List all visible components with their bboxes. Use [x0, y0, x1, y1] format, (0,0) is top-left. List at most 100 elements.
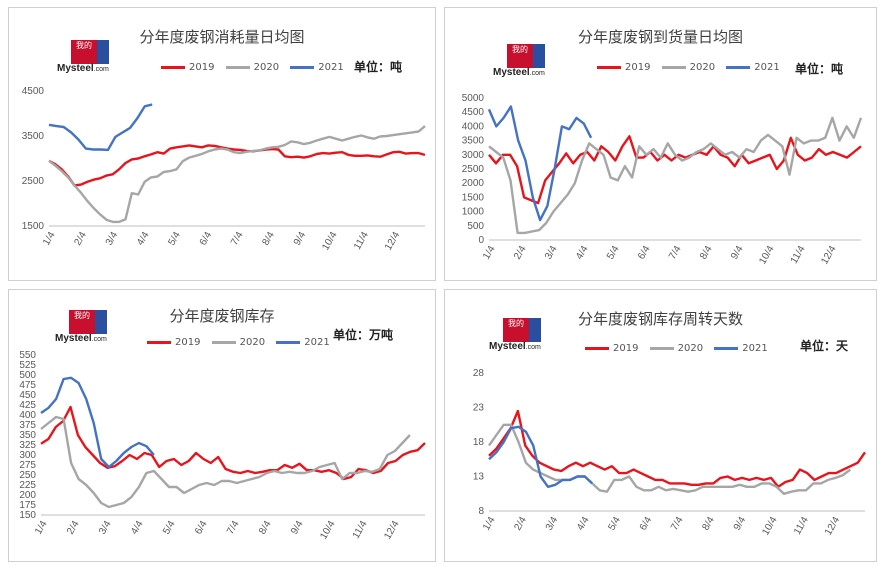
y-tick-label: 4500	[22, 86, 45, 97]
x-tick-label: 4/4	[574, 244, 591, 262]
x-tick-label: 10/4	[320, 230, 339, 253]
x-tick-label: 8/4	[700, 515, 717, 533]
x-tick-label: 10/4	[318, 519, 337, 542]
x-tick-label: 9/4	[289, 519, 306, 537]
x-tick-label: 10/4	[760, 515, 779, 538]
x-tick-label: 5/4	[166, 230, 183, 248]
unit-label: 单位：天	[800, 339, 849, 353]
legend-item-2019: 2019	[161, 62, 214, 73]
x-tick-label: 1/4	[481, 515, 498, 533]
y-tick-label: 0	[478, 235, 484, 246]
legend-item-2020: 2020	[649, 343, 703, 354]
y-tick-label: 150	[19, 510, 36, 521]
chart-panel-inventory: 分年度废钢库存 我的 Mysteel.com 2019 2020 2021 单位…	[8, 289, 436, 562]
series-line-2021	[48, 103, 153, 152]
x-tick-label: 7/4	[669, 515, 686, 533]
x-tick-label: 11/4	[351, 519, 370, 541]
x-tick-label: 6/4	[638, 515, 655, 533]
y-tick-label: 8	[478, 506, 484, 517]
y-tick-label: 3500	[22, 131, 45, 142]
y-tick-label: 3000	[462, 150, 485, 161]
series-line-2019	[488, 409, 866, 489]
legend-item-2021: 2021	[714, 343, 768, 354]
x-tick-label: 2/4	[512, 515, 529, 533]
chart-legend: 2019 2020 2021	[597, 62, 788, 73]
y-tick-label: 1500	[462, 192, 485, 203]
series-line-2021	[487, 105, 593, 222]
x-tick-label: 9/4	[729, 244, 746, 262]
y-tick-label: 200	[19, 490, 36, 501]
y-tick-label: 375	[19, 420, 36, 431]
x-tick-label: 3/4	[543, 244, 560, 262]
x-tick-label: 2/4	[65, 519, 82, 537]
y-tick-label: 1500	[22, 221, 45, 232]
x-tick-label: 3/4	[104, 230, 121, 248]
y-tick-label: 1000	[462, 207, 485, 218]
x-tick-label: 7/4	[667, 244, 684, 262]
x-tick-label: 11/4	[789, 244, 808, 266]
x-tick-label: 1/4	[41, 230, 58, 248]
y-tick-label: 350	[19, 430, 36, 441]
chart-panel-consumption: 分年度废钢消耗量日均图 我的 Mysteel.com 2019 2020 202…	[8, 7, 436, 281]
chart-title: 分年度废钢消耗量日均图	[139, 28, 305, 46]
y-tick-label: 2500	[22, 176, 45, 187]
chart-panel-arrival: 分年度废钢到货量日均图 我的 Mysteel.com 2019 2020 202…	[444, 7, 877, 281]
y-tick-label: 2000	[462, 178, 485, 189]
legend-item-2021: 2021	[290, 62, 344, 73]
y-tick-label: 500	[19, 370, 36, 381]
legend-item-2020: 2020	[225, 62, 279, 73]
y-tick-label: 475	[19, 380, 36, 391]
x-tick-label: 3/4	[97, 519, 114, 537]
chart-legend: 2019 2020 2021	[147, 337, 338, 348]
x-tick-label: 7/4	[229, 230, 246, 248]
chart-plot: 1500 2500 3500 4500 1/4 2/4 3/4 4/4 5/4 6/4 7/4 8/4…	[22, 86, 426, 253]
y-tick-label: 500	[467, 221, 484, 232]
series-line-2019	[40, 405, 426, 481]
y-tick-label: 300	[19, 450, 36, 461]
y-tick-label: 28	[473, 368, 485, 379]
x-tick-label: 3/4	[544, 515, 561, 533]
unit-label: 单位：吨	[795, 62, 844, 76]
y-tick-label: 450	[19, 390, 36, 401]
y-tick-label: 275	[19, 460, 36, 471]
series-line-2019	[48, 144, 426, 187]
unit-label: 单位：吨	[354, 60, 403, 74]
x-tick-label: 12/4	[382, 519, 401, 542]
chart-plot: 0 500 1000 1500 2000 2500 3000 3500 4000 4500 5000…	[462, 93, 863, 266]
y-tick-label: 4500	[462, 107, 485, 118]
x-tick-label: 8/4	[260, 230, 277, 248]
series-line-2020	[488, 423, 852, 496]
series-line-2021	[488, 425, 594, 489]
y-tick-label: 400	[19, 410, 36, 421]
legend-item-2019: 2019	[147, 337, 200, 348]
y-tick-label: 4000	[462, 121, 485, 132]
series-line-2021	[40, 376, 155, 469]
chart-title: 分年度废钢到货量日均图	[577, 28, 743, 46]
chart-legend: 2019 2020 2021	[161, 62, 352, 73]
x-tick-label: 5/4	[606, 515, 623, 533]
chart-plot: 8 13 18 23 28 1/4 2/4 3/4 4/4 5/4 6/4 7/4 8/4 9/4 10/4…	[473, 368, 866, 538]
x-tick-label: 2/4	[512, 244, 529, 262]
legend-item-2021: 2021	[726, 62, 780, 73]
unit-label: 单位：万吨	[333, 328, 394, 342]
x-tick-label: 5/4	[161, 519, 178, 537]
series-line-2020	[40, 415, 411, 509]
x-tick-label: 9/4	[732, 515, 749, 533]
y-tick-label: 5000	[462, 93, 485, 104]
x-tick-label: 6/4	[193, 519, 210, 537]
chart-title: 分年度废钢库存	[169, 307, 275, 325]
y-tick-label: 3500	[462, 136, 485, 147]
y-tick-label: 250	[19, 470, 36, 481]
series-line-2020	[488, 116, 863, 235]
x-tick-label: 11/4	[792, 515, 811, 537]
legend-item-2021: 2021	[276, 337, 330, 348]
y-tick-label: 175	[19, 500, 36, 511]
y-tick-label: 13	[473, 472, 485, 483]
x-tick-label: 6/4	[198, 230, 215, 248]
x-tick-label: 2/4	[72, 230, 89, 248]
y-tick-label: 525	[19, 360, 36, 371]
x-tick-label: 5/4	[605, 244, 622, 262]
x-tick-label: 1/4	[33, 519, 50, 537]
legend-item-2019: 2019	[597, 62, 650, 73]
x-tick-label: 8/4	[257, 519, 274, 537]
